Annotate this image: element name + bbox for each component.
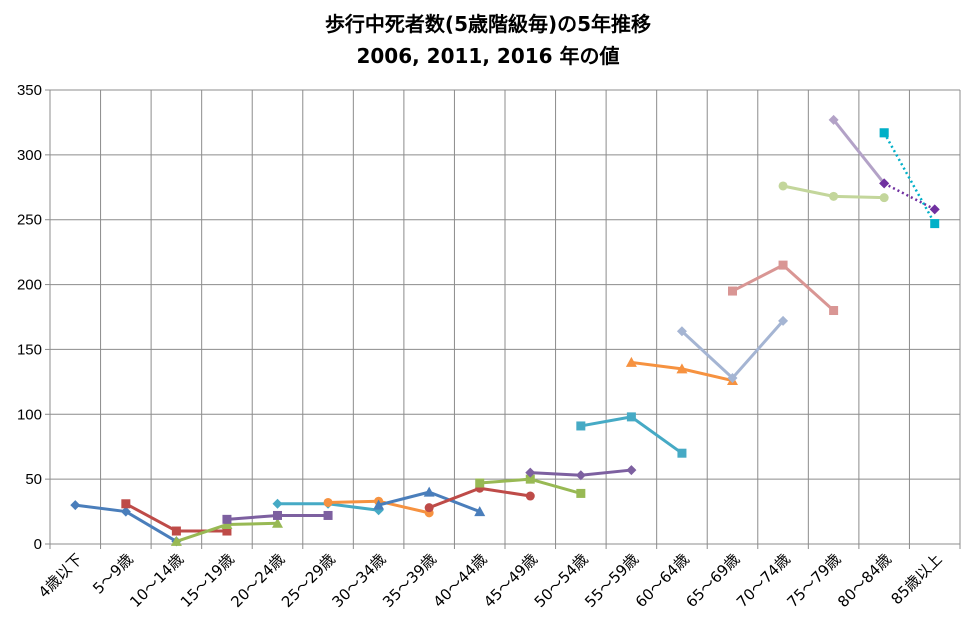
series-9 (525, 465, 637, 481)
marker (323, 497, 333, 507)
series-10 (576, 412, 687, 458)
marker (728, 286, 737, 296)
marker (525, 474, 535, 484)
marker (677, 448, 687, 458)
x-tick-label: 80～84歳 (834, 550, 895, 611)
y-tick-label: 200 (17, 277, 42, 294)
x-tick-label: 85歳以上 (888, 550, 946, 608)
x-tick-label: 15～19歳 (177, 550, 238, 611)
marker (879, 193, 889, 203)
marker (474, 506, 486, 517)
marker (423, 486, 435, 497)
y-tick-label: 150 (17, 341, 42, 358)
x-tick-label: 35～39歳 (379, 550, 440, 611)
y-tick-label: 250 (17, 212, 42, 229)
marker (575, 470, 586, 481)
marker (475, 478, 485, 488)
marker (576, 421, 586, 431)
marker (170, 535, 182, 546)
x-tick-label: 5～9歳 (89, 550, 136, 597)
x-tick-label: 4歳以下 (35, 550, 86, 601)
marker (828, 114, 839, 125)
x-tick-label: 65～69歳 (682, 550, 743, 611)
series-line (731, 263, 835, 312)
x-tick-label: 55～59歳 (581, 550, 642, 611)
chart-title: 歩行中死者数(5歳階級毎)の5年推移 (325, 12, 651, 36)
series-group (70, 114, 940, 547)
marker (879, 178, 890, 189)
series-18 (879, 128, 940, 229)
y-tick-label: 100 (17, 406, 42, 423)
marker (121, 499, 131, 509)
marker (222, 526, 232, 536)
marker (625, 356, 637, 367)
marker (676, 363, 688, 374)
marker (829, 191, 839, 201)
marker (272, 498, 283, 509)
series-11 (625, 356, 738, 386)
series-line (883, 132, 936, 225)
series-6 (373, 486, 486, 517)
series-line (580, 415, 683, 455)
series-0 (70, 500, 182, 547)
y-tick-label: 300 (17, 147, 42, 164)
x-tick-label: 70～74歳 (733, 550, 794, 611)
series-line (832, 118, 886, 185)
series-3 (222, 510, 333, 524)
series-13 (728, 260, 839, 316)
x-tick-label: 60～64歳 (632, 550, 693, 611)
marker (120, 506, 131, 517)
x-tick-label: 45～49歳 (480, 550, 541, 611)
marker (879, 128, 889, 138)
marker (373, 499, 385, 510)
series-16 (879, 178, 940, 215)
marker (171, 526, 181, 536)
marker (626, 412, 636, 422)
y-tick-label: 50 (25, 471, 42, 488)
y-axis: 0 50 100 150 200 250 300 350 (17, 82, 50, 553)
marker (778, 315, 789, 326)
marker (323, 510, 333, 520)
marker (272, 517, 283, 528)
x-tick-label: 50～54歳 (531, 550, 592, 611)
marker (222, 514, 232, 524)
marker (424, 503, 434, 513)
marker (676, 326, 687, 337)
marker (778, 260, 788, 270)
marker (929, 204, 940, 215)
x-tick-label: 75～79歳 (783, 550, 844, 611)
grid (49, 89, 961, 549)
marker (778, 181, 788, 191)
x-tick-label: 30～34歳 (328, 550, 389, 611)
series-12 (676, 315, 789, 383)
marker (626, 465, 637, 476)
series-8 (475, 474, 586, 498)
marker (70, 500, 81, 511)
marker (576, 488, 586, 498)
series-14 (778, 181, 889, 203)
marker (829, 306, 839, 316)
x-tick-label: 10～14歳 (126, 550, 187, 611)
marker (727, 372, 738, 383)
y-tick-label: 0 (34, 536, 42, 553)
marker (273, 510, 282, 520)
x-tick-label: 20～24歳 (227, 550, 288, 611)
x-tick-label: 40～44歳 (430, 550, 491, 611)
marker (525, 491, 535, 501)
marker (930, 219, 940, 229)
x-axis: 4歳以下 5～9歳10～14歳15～19歳20～24歳25～29歳30～34歳35… (35, 550, 946, 611)
marker (525, 467, 536, 478)
marker (221, 519, 233, 530)
x-tick-label: 25～29歳 (278, 550, 339, 611)
series-2 (170, 517, 283, 546)
y-tick-label: 350 (17, 82, 42, 99)
chart-subtitle: 2006, 2011, 2016 年の値 (356, 44, 619, 68)
